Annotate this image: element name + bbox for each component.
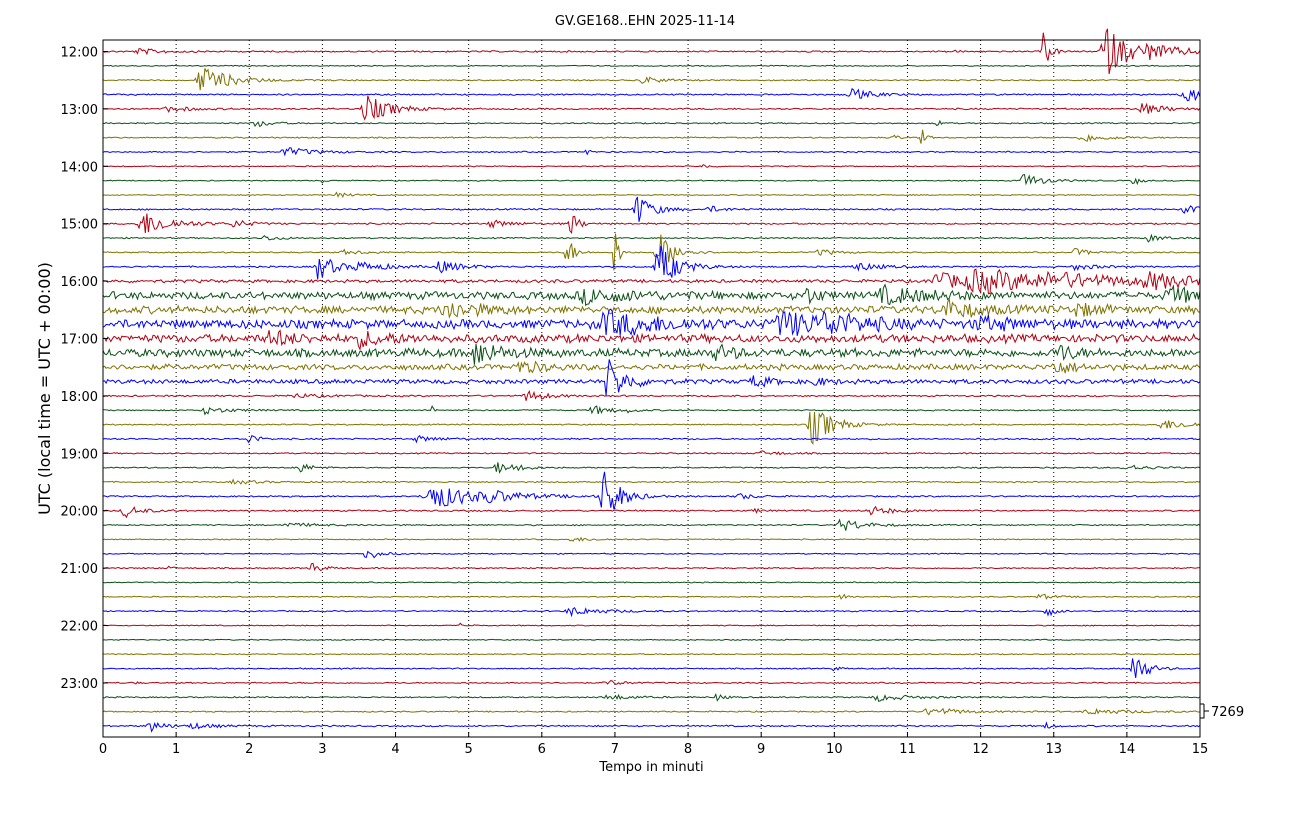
y-tick-label: 14:00	[61, 160, 98, 175]
y-tick-label: 17:00	[61, 333, 98, 348]
seismic-trace	[102, 593, 1201, 600]
seismic-trace	[102, 622, 1201, 627]
seismic-trace	[102, 471, 1200, 510]
x-tick-label: 12	[972, 742, 989, 757]
seismic-trace	[102, 411, 1201, 445]
seismic-trace	[102, 536, 1201, 542]
seismic-trace	[102, 64, 1201, 67]
seismic-trace	[102, 721, 1201, 733]
y-tick-label: 21:00	[61, 562, 98, 577]
seismic-trace	[102, 297, 1201, 319]
seismic-trace	[102, 233, 1201, 271]
seismic-trace	[102, 196, 1201, 222]
y-axis-label: UTC (local time = UTC + 00:00)	[35, 262, 54, 515]
seismic-trace	[102, 405, 1201, 416]
seismic-trace	[102, 462, 1201, 474]
x-tick-label: 7	[611, 742, 619, 757]
x-tick-label: 2	[245, 742, 253, 757]
x-tick-label: 11	[899, 742, 916, 757]
y-tick-label: 20:00	[61, 505, 98, 520]
y-tick-label: 12:00	[61, 46, 98, 61]
seismic-trace	[102, 268, 1201, 295]
seismic-trace	[102, 119, 1200, 128]
y-tick-label: 22:00	[61, 620, 98, 635]
x-tick-label: 5	[465, 742, 473, 757]
seismic-trace	[102, 95, 1201, 121]
y-tick-label: 19:00	[61, 447, 98, 462]
y-tick-label: 15:00	[61, 218, 98, 233]
seismic-trace	[102, 434, 1201, 444]
grid-lines	[175, 40, 1128, 737]
seismic-trace	[102, 129, 1201, 144]
seismic-trace	[102, 607, 1201, 618]
x-tick-label: 0	[99, 742, 107, 757]
y-tick-label: 23:00	[61, 677, 98, 692]
scale-label: 7269	[1211, 705, 1244, 720]
x-tick-label: 4	[391, 742, 399, 757]
seismic-trace	[102, 707, 1200, 716]
seismic-trace	[102, 68, 1201, 91]
x-tick-label: 1	[172, 742, 180, 757]
x-axis-label: Tempo in minuti	[598, 760, 703, 775]
seismic-trace	[102, 518, 1201, 531]
seismic-trace	[102, 343, 1201, 365]
x-tick-label: 14	[1119, 742, 1136, 757]
x-tick-label: 10	[826, 742, 843, 757]
seismic-trace	[102, 658, 1200, 678]
seismic-trace	[102, 562, 1201, 572]
seismic-trace	[102, 308, 1201, 336]
seismic-trace	[102, 245, 1201, 280]
seismic-trace	[102, 389, 1201, 401]
seismic-trace	[102, 450, 1201, 456]
seismic-trace	[102, 329, 1201, 351]
seismic-trace	[102, 653, 1201, 656]
x-tick-label: 13	[1045, 742, 1062, 757]
amplitude-scale-bar	[1199, 703, 1209, 719]
seismic-trace	[102, 581, 1201, 584]
y-tick-label: 18:00	[61, 390, 98, 405]
seismic-trace	[102, 147, 1201, 157]
x-tick-label: 15	[1192, 742, 1209, 757]
chart-title: GV.GE168..EHN 2025-11-14	[555, 14, 735, 29]
y-axis: 12:00 13:00 14:00 15:00 16:00 17:00 18:00 19:00…	[61, 46, 108, 692]
seismic-trace	[102, 550, 1201, 559]
x-tick-label: 8	[684, 742, 692, 757]
seismic-trace	[102, 28, 1201, 75]
x-tick-label: 9	[757, 742, 765, 757]
plot-frame	[102, 39, 1201, 738]
y-tick-label: 13:00	[61, 103, 98, 118]
seismic-trace	[102, 505, 1201, 519]
seismic-trace	[102, 283, 1201, 307]
seismic-trace	[102, 638, 1201, 641]
seismic-traces	[102, 28, 1201, 733]
seismic-trace	[102, 213, 1201, 235]
x-tick-label: 6	[538, 742, 546, 757]
seismic-trace	[102, 360, 1201, 374]
seismic-trace	[102, 164, 1201, 168]
x-axis: 0 1 2 3 4 5 6 7 8 9 10 11 12 13 14 15	[99, 732, 1208, 757]
seismic-trace	[102, 233, 1201, 243]
seismic-trace	[102, 87, 1201, 102]
seismic-trace	[102, 174, 1201, 186]
seismic-trace	[103, 478, 1201, 485]
seismic-trace	[102, 191, 1201, 199]
x-tick-label: 3	[318, 742, 326, 757]
seismic-trace	[102, 359, 1201, 396]
seismic-trace	[102, 680, 1201, 685]
y-tick-label: 16:00	[61, 275, 98, 290]
seismic-trace	[102, 692, 1201, 703]
